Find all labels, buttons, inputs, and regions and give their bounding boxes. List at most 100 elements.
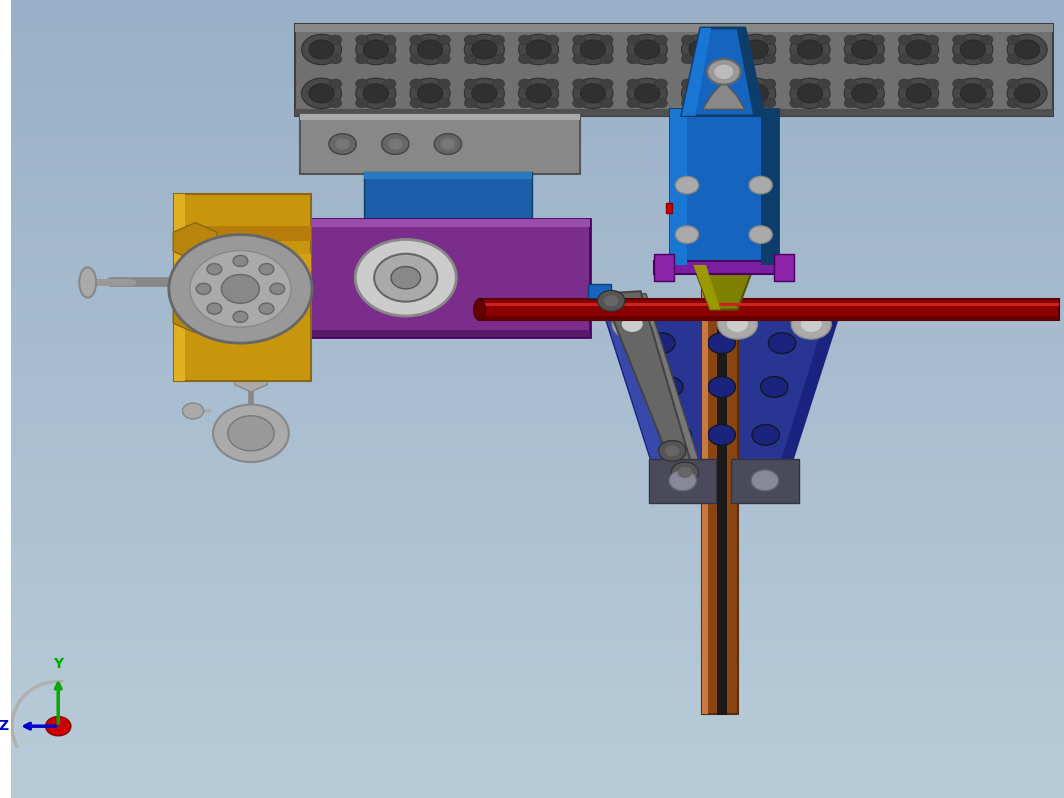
Ellipse shape xyxy=(464,34,504,65)
Bar xyxy=(654,254,675,281)
Circle shape xyxy=(464,98,477,108)
Circle shape xyxy=(708,333,735,354)
Bar xyxy=(295,24,1053,116)
Ellipse shape xyxy=(526,84,551,103)
Circle shape xyxy=(598,290,625,311)
Circle shape xyxy=(871,54,884,64)
Circle shape xyxy=(681,35,694,45)
Circle shape xyxy=(233,255,248,267)
Bar xyxy=(174,254,311,279)
Circle shape xyxy=(952,79,965,89)
Bar xyxy=(174,194,311,381)
Circle shape xyxy=(749,226,772,243)
Circle shape xyxy=(681,54,694,64)
Polygon shape xyxy=(694,265,754,310)
Circle shape xyxy=(709,79,721,89)
Circle shape xyxy=(572,98,585,108)
Circle shape xyxy=(270,283,285,294)
Ellipse shape xyxy=(301,78,342,109)
Circle shape xyxy=(189,251,290,327)
Circle shape xyxy=(355,35,368,45)
Circle shape xyxy=(763,79,776,89)
Circle shape xyxy=(355,98,368,108)
Circle shape xyxy=(572,79,585,89)
Ellipse shape xyxy=(681,78,721,109)
Circle shape xyxy=(627,79,639,89)
Bar xyxy=(480,316,1059,320)
Polygon shape xyxy=(702,81,745,109)
Circle shape xyxy=(207,263,221,275)
Circle shape xyxy=(714,65,733,79)
Ellipse shape xyxy=(417,84,443,103)
Bar xyxy=(195,219,591,337)
Text: Z: Z xyxy=(0,719,9,733)
Circle shape xyxy=(926,54,938,64)
Circle shape xyxy=(600,79,613,89)
Bar xyxy=(174,226,311,241)
Bar xyxy=(195,330,591,337)
Circle shape xyxy=(183,403,203,419)
Ellipse shape xyxy=(953,78,993,109)
Ellipse shape xyxy=(363,84,388,103)
Ellipse shape xyxy=(960,84,985,103)
Circle shape xyxy=(871,79,884,89)
Circle shape xyxy=(410,54,422,64)
Circle shape xyxy=(260,303,273,314)
Circle shape xyxy=(763,54,776,64)
Circle shape xyxy=(518,98,531,108)
Ellipse shape xyxy=(960,40,985,59)
Ellipse shape xyxy=(309,84,334,103)
Ellipse shape xyxy=(797,84,822,103)
Circle shape xyxy=(727,316,748,332)
Ellipse shape xyxy=(688,84,714,103)
Ellipse shape xyxy=(464,78,504,109)
Circle shape xyxy=(952,35,965,45)
Circle shape xyxy=(355,239,456,316)
Polygon shape xyxy=(603,310,841,491)
Bar xyxy=(300,114,580,174)
Circle shape xyxy=(335,139,350,150)
Circle shape xyxy=(655,377,683,397)
Ellipse shape xyxy=(1008,78,1047,109)
Ellipse shape xyxy=(743,40,768,59)
Circle shape xyxy=(665,445,680,456)
Circle shape xyxy=(952,98,965,108)
Ellipse shape xyxy=(851,40,877,59)
Circle shape xyxy=(627,54,639,64)
Polygon shape xyxy=(603,310,675,491)
Circle shape xyxy=(546,35,559,45)
Circle shape xyxy=(789,35,802,45)
Ellipse shape xyxy=(905,84,931,103)
Ellipse shape xyxy=(410,34,450,65)
Bar xyxy=(295,109,1053,116)
Ellipse shape xyxy=(363,40,388,59)
Circle shape xyxy=(654,35,667,45)
Ellipse shape xyxy=(572,78,613,109)
Ellipse shape xyxy=(851,84,877,103)
Circle shape xyxy=(464,54,477,64)
Circle shape xyxy=(260,263,273,275)
Circle shape xyxy=(383,35,396,45)
Ellipse shape xyxy=(471,40,497,59)
Circle shape xyxy=(434,133,462,155)
Circle shape xyxy=(792,309,831,339)
Ellipse shape xyxy=(899,78,938,109)
Polygon shape xyxy=(694,265,720,310)
Bar xyxy=(300,114,580,120)
Circle shape xyxy=(329,133,356,155)
Ellipse shape xyxy=(417,40,443,59)
Circle shape xyxy=(600,35,613,45)
Circle shape xyxy=(751,470,779,491)
Bar xyxy=(480,299,1059,320)
Ellipse shape xyxy=(789,34,830,65)
Ellipse shape xyxy=(899,34,938,65)
Circle shape xyxy=(871,98,884,108)
Circle shape xyxy=(627,35,639,45)
Circle shape xyxy=(437,35,450,45)
Circle shape xyxy=(572,35,585,45)
Circle shape xyxy=(654,79,667,89)
Circle shape xyxy=(676,226,699,243)
Ellipse shape xyxy=(355,34,396,65)
Circle shape xyxy=(706,59,741,85)
Circle shape xyxy=(735,98,748,108)
